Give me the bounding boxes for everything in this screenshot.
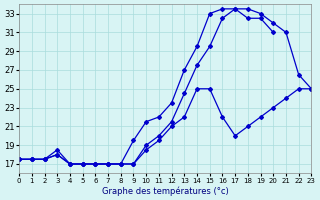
X-axis label: Graphe des températures (°c): Graphe des températures (°c) xyxy=(102,186,228,196)
